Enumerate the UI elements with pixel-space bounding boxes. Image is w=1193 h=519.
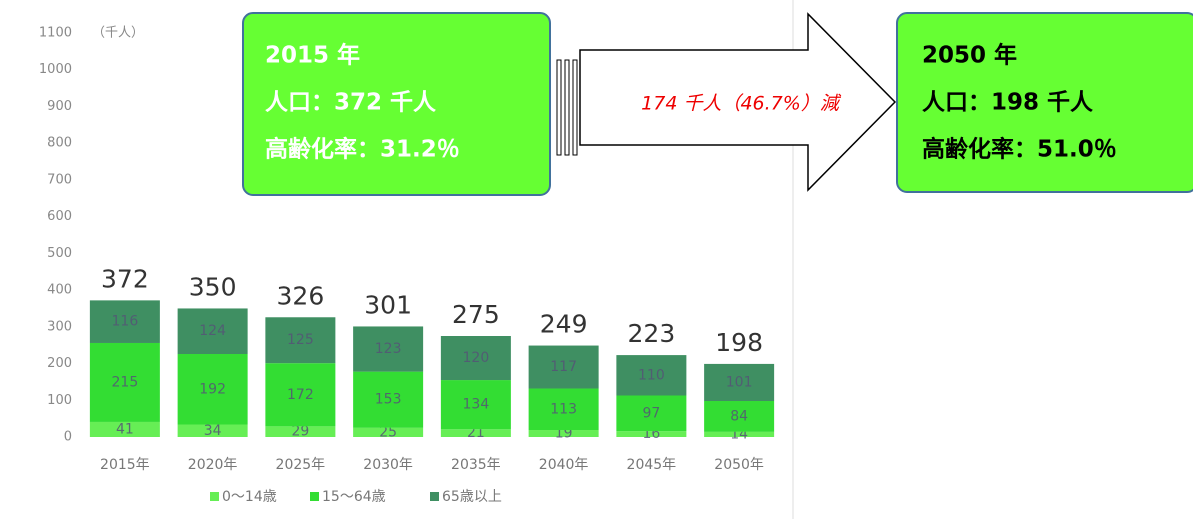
- legend-swatch: [430, 492, 439, 501]
- y-tick-label: 900: [47, 99, 72, 114]
- y-tick-label: 0: [64, 430, 72, 445]
- segment-label: 215: [112, 374, 139, 390]
- segment-label: 101: [726, 374, 753, 390]
- bar-segment: [440, 380, 511, 430]
- segment-label: 125: [287, 332, 314, 348]
- y-tick-label: 400: [47, 283, 72, 298]
- segment-label: 117: [550, 359, 577, 375]
- total-label: 223: [628, 319, 676, 348]
- legend-swatch: [210, 492, 219, 501]
- segment-label: 113: [550, 401, 577, 417]
- y-tick-label: 600: [47, 209, 72, 224]
- left-box: [242, 12, 551, 196]
- total-label: 249: [540, 310, 588, 339]
- bar-segment: [177, 424, 248, 437]
- segment-label: 41: [116, 421, 134, 437]
- total-label: 275: [452, 300, 500, 329]
- total-label: 350: [189, 272, 237, 301]
- bar-segment: [265, 317, 336, 364]
- y-tick-label: 700: [47, 172, 72, 187]
- segment-label: 124: [199, 323, 226, 339]
- arrow-text: 174 千人（46.7%）減: [641, 93, 842, 115]
- right-box: [896, 12, 1193, 193]
- bar-segment: [265, 426, 336, 437]
- segment-label: 172: [287, 387, 314, 403]
- bar-segment: [89, 421, 160, 437]
- bar-segment: [528, 345, 599, 389]
- bar-segment: [89, 342, 160, 422]
- left-box-text: 2015 年: [265, 42, 360, 69]
- arrow: [556, 12, 897, 192]
- x-tick-label: 2035年: [451, 457, 501, 473]
- bar-segment: [265, 363, 336, 427]
- total-label: 301: [364, 290, 412, 319]
- segment-label: 120: [463, 350, 490, 366]
- x-tick-label: 2015年: [100, 457, 150, 473]
- x-tick-label: 2025年: [276, 457, 326, 473]
- bar-segment: [704, 363, 775, 402]
- legend-label: 65歳以上: [442, 489, 502, 505]
- x-tick-label: 2020年: [188, 457, 238, 473]
- segment-label: 34: [204, 423, 222, 439]
- bar-segment: [177, 353, 248, 425]
- right-box-text: 人口：198 千人: [922, 90, 1094, 116]
- bar-segment: [704, 401, 775, 432]
- y-tick-label: 1100: [39, 26, 72, 41]
- x-tick-label: 2040年: [539, 457, 589, 473]
- bar-segment: [353, 371, 424, 428]
- segment-label: 134: [463, 397, 490, 413]
- segment-label: 29: [291, 424, 309, 440]
- unit-label: （千人）: [92, 26, 144, 41]
- y-tick-label: 100: [47, 393, 72, 408]
- x-tick-label: 2050年: [714, 457, 764, 473]
- segment-label: 123: [375, 341, 402, 357]
- total-label: 198: [715, 328, 763, 357]
- segment-label: 84: [730, 408, 748, 424]
- bar-segment: [353, 326, 424, 372]
- x-tick-label: 2045年: [627, 457, 677, 473]
- segment-label: 25: [379, 424, 397, 440]
- bar-segment: [704, 431, 775, 437]
- legend-swatch: [310, 492, 319, 501]
- bar-segment: [440, 336, 511, 381]
- bar-segment: [616, 431, 687, 437]
- segment-label: 153: [375, 392, 402, 408]
- y-tick-label: 1000: [39, 62, 72, 77]
- bar-segment: [616, 395, 687, 432]
- bar-segment: [440, 429, 511, 437]
- bar-segment: [177, 308, 248, 354]
- right-box-text: 2050 年: [922, 42, 1017, 69]
- bar-segment: [528, 388, 599, 431]
- legend-label: 0〜14歳: [222, 489, 277, 505]
- legend-label: 15〜64歳: [322, 489, 386, 505]
- bar-segment: [89, 300, 160, 343]
- segment-label: 192: [199, 381, 226, 397]
- x-tick-label: 2030年: [363, 457, 413, 473]
- y-tick-label: 200: [47, 356, 72, 371]
- total-label: 372: [101, 264, 149, 293]
- total-label: 326: [277, 281, 325, 310]
- right-box-text: 高齢化率：51.0％: [922, 136, 1117, 163]
- left-box-text: 人口：372 千人: [265, 90, 437, 116]
- left-box-text: 高齢化率：31.2％: [265, 136, 460, 163]
- bar-segment: [353, 427, 424, 437]
- segment-label: 116: [112, 314, 139, 330]
- segment-label: 110: [638, 367, 665, 383]
- segment-label: 97: [642, 405, 660, 421]
- bar-segment: [528, 430, 599, 437]
- bar-segment: [616, 355, 687, 396]
- y-tick-label: 500: [47, 246, 72, 261]
- y-tick-label: 800: [47, 136, 72, 151]
- y-tick-label: 300: [47, 319, 72, 334]
